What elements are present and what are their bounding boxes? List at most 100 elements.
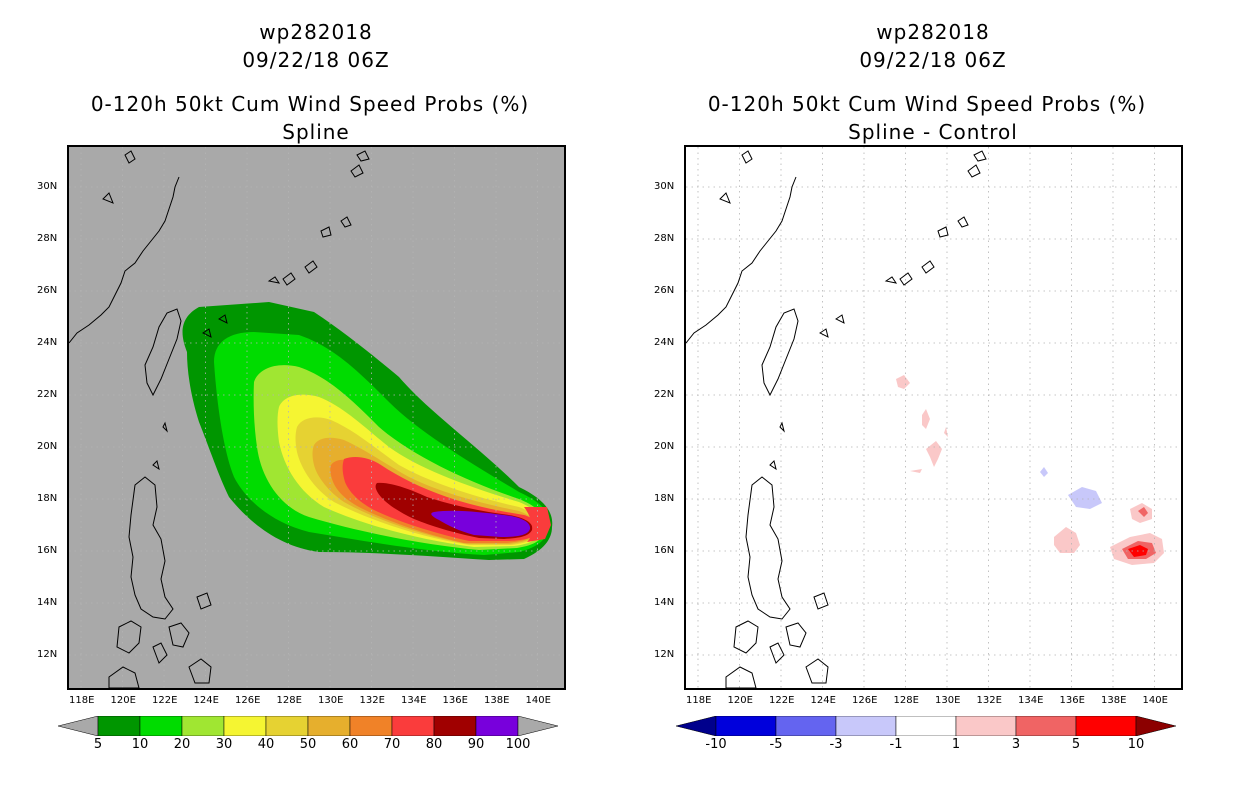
coastline-segment [761,308,799,397]
colorbar-label: 20 [173,737,191,752]
coastline-segment [188,658,212,684]
colorbar-label: 30 [215,737,233,752]
lat-tick-label: 12N [37,649,58,660]
coastline-segment [102,192,114,204]
lon-tick-label: 122E [769,695,795,706]
coastline-segment [282,272,296,286]
right-title-datetime: 09/22/18 06Z [859,48,1007,72]
right-colorbar: -10 -5 -3 -1 1 3 5 10 [676,716,1176,776]
coastline-segment [745,476,791,620]
lon-tick-label: 120E [110,695,136,706]
colorbar-label: -10 [705,737,727,752]
coastline-segment [124,150,136,164]
right-title-method: Spline - Control [848,120,1018,144]
coastline-segment [719,192,731,204]
colorbar-label: 1 [951,737,961,752]
lat-tick-label: 28N [654,233,675,244]
coastline-segment [957,216,969,228]
coastline-segment [769,460,777,471]
coastline-segment [144,308,182,397]
coastline-segment [686,176,797,344]
lat-tick-label: 30N [37,181,58,192]
diff-pos-8 [1138,507,1148,517]
colorbar-segment [1075,716,1137,736]
colorbar-segment [307,716,351,736]
colorbar-segment [955,716,1017,736]
lat-tick-label: 28N [37,233,58,244]
coastline-segment [733,620,759,654]
lon-tick-label: 130E [935,695,961,706]
coastline-segment [108,666,140,688]
left-title-storm-id: wp282018 [259,20,373,44]
colorbar-arrow-right [517,716,558,736]
lat-tick-label: 22N [654,389,675,400]
coastline-segment [769,642,785,664]
colorbar-segment [895,716,957,736]
diff-pos-6 [1054,527,1080,553]
coastline-segment [973,150,987,162]
colorbar-segment [97,716,141,736]
diff-neg-2 [1068,487,1102,509]
coastline-segment [805,658,829,684]
lon-tick-label: 126E [852,695,878,706]
left-map-plot [67,145,566,690]
coastline-segment [168,622,190,648]
left-title-method: Spline [282,120,350,144]
left-coastline [69,150,370,688]
left-title-product: 0-120h 50kt Cum Wind Speed Probs (%) [90,92,530,116]
lon-tick-label: 140E [1142,695,1168,706]
lat-tick-label: 12N [654,649,675,660]
lat-tick-label: 16N [37,545,58,556]
colorbar-label: 10 [1127,737,1145,752]
diff-pos-5 [910,469,922,473]
lat-tick-label: 30N [654,181,675,192]
lat-tick-label: 24N [37,337,58,348]
right-coastline [686,150,987,688]
colorbar-segment [775,716,837,736]
coastline-segment [128,476,174,620]
coastline-segment [218,314,228,324]
lon-tick-label: 128E [276,695,302,706]
right-grid [686,147,1181,688]
coastline-segment [202,328,212,338]
colorbar-segment [715,716,777,736]
colorbar-arrow-left [676,716,717,736]
lon-tick-label: 140E [525,695,551,706]
left-title-datetime: 09/22/18 06Z [242,48,390,72]
colorbar-label: 5 [93,737,103,752]
colorbar-label: 100 [505,737,531,752]
right-map-plot [684,145,1183,690]
colorbar-segment [139,716,183,736]
colorbar-segment [181,716,225,736]
diff-pos-3 [926,441,942,467]
coastline-segment [320,226,332,238]
colorbar-arrow-left [58,716,99,736]
coastline-segment [69,176,180,344]
lat-tick-label: 20N [654,441,675,452]
coastline-segment [884,276,898,284]
lat-tick-label: 14N [37,597,58,608]
lon-tick-label: 136E [442,695,468,706]
colorbar-segment [349,716,393,736]
coastline-segment [725,666,757,688]
left-grid [69,147,564,688]
coastline-segment [921,260,935,274]
diff-pos-2 [922,409,930,429]
colorbar-label: 60 [341,737,359,752]
coastline-segment [340,216,352,228]
coastline-segment [267,276,281,284]
coastline-segment [162,421,168,433]
lon-tick-label: 132E [976,695,1002,706]
lat-tick-label: 18N [654,493,675,504]
coastline-segment [152,642,168,664]
colorbar-label: -3 [829,737,843,752]
coastline-segment [356,150,370,162]
prob-high-red-core [524,507,551,542]
left-colorbar: 5 10 20 30 40 50 60 70 80 90 100 [58,716,558,776]
coastline-segment [899,272,913,286]
coastline-segment [813,592,829,610]
lat-tick-label: 26N [37,285,58,296]
coastline-segment [741,150,753,164]
prob-90-100 [431,510,531,537]
diff-neg-1 [1040,467,1048,477]
